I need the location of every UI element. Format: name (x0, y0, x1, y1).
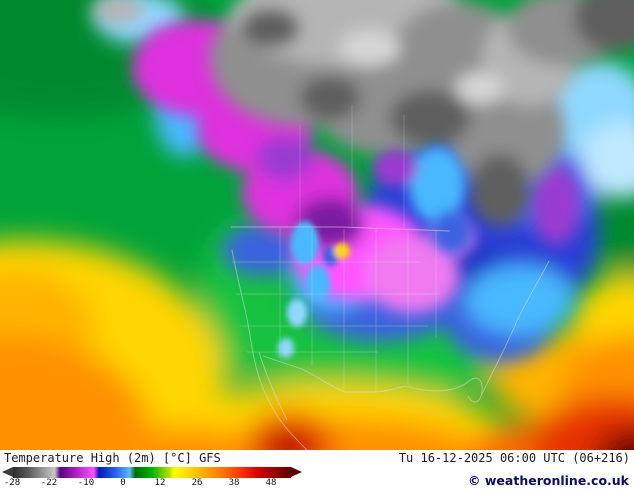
temp-blob (373, 150, 417, 186)
scale-arrow-right-icon (291, 467, 302, 477)
west-coastline (231, 249, 308, 450)
state-borders (232, 228, 440, 391)
scale-label: 48 (265, 478, 277, 488)
map-title: Temperature High (2m) [°C] GFS (4, 451, 221, 465)
scale-labels: -28 -22 -10 0 12 26 38 48 (2, 478, 312, 489)
temp-blob (532, 165, 580, 245)
temp-blob (300, 76, 360, 120)
temp-blob (92, 0, 144, 24)
scale-label: -28 (3, 478, 21, 488)
temp-blob (390, 90, 470, 146)
temp-blob (530, 397, 634, 450)
temp-blob (432, 210, 472, 254)
east-coastline (480, 260, 550, 397)
temp-blob (278, 338, 294, 358)
scale-label: -22 (40, 478, 58, 488)
temp-blob (596, 430, 634, 450)
country-state-borders (231, 105, 550, 450)
temp-blob (0, 335, 150, 450)
color-scale-bar (13, 467, 291, 478)
map-datetime: Tu 16-12-2025 06:00 UTC (06+216) (398, 451, 630, 465)
temp-blob (409, 147, 465, 223)
temp-blob (248, 411, 332, 450)
map-footer: Temperature High (2m) [°C] GFS Tu 16-12-… (0, 450, 634, 490)
scale-arrow-left-icon (2, 467, 13, 477)
province-borders (299, 105, 405, 228)
footer-caption-row: Temperature High (2m) [°C] GFS Tu 16-12-… (0, 451, 634, 465)
temp-blob (456, 72, 504, 104)
scale-label: -10 (77, 478, 95, 488)
scale-label: 12 (154, 478, 166, 488)
temp-blob (334, 243, 350, 259)
temp-blob (257, 136, 313, 180)
temp-blob (240, 8, 300, 48)
scale-label: 38 (228, 478, 240, 488)
temp-blob (291, 221, 319, 265)
copyright: © weatheronline.co.uk (468, 473, 629, 488)
temp-blob (287, 299, 307, 327)
temp-blob (574, 0, 634, 52)
temp-blob (465, 265, 575, 335)
canada-us-border (231, 226, 451, 232)
rockies-cold-pockets (278, 221, 350, 358)
scale-label: 26 (191, 478, 203, 488)
temp-blob (582, 122, 634, 198)
baja-coastline (258, 351, 288, 421)
temperature-map (0, 0, 634, 450)
scale-label: 0 (120, 478, 126, 488)
arctic-gray-zone (92, 0, 634, 226)
mexico-us-border (262, 355, 406, 393)
temp-blob (340, 30, 400, 66)
hudson-bay-cold-details (373, 147, 472, 254)
temp-blob (364, 237, 460, 313)
temp-blob (470, 154, 530, 226)
temperature-scale: -28 -22 -10 0 12 26 38 48 (2, 467, 312, 489)
temp-blob (306, 265, 330, 301)
temp-blob (222, 224, 302, 276)
temp-blob (148, 25, 196, 55)
gulf-coastline (404, 377, 483, 403)
